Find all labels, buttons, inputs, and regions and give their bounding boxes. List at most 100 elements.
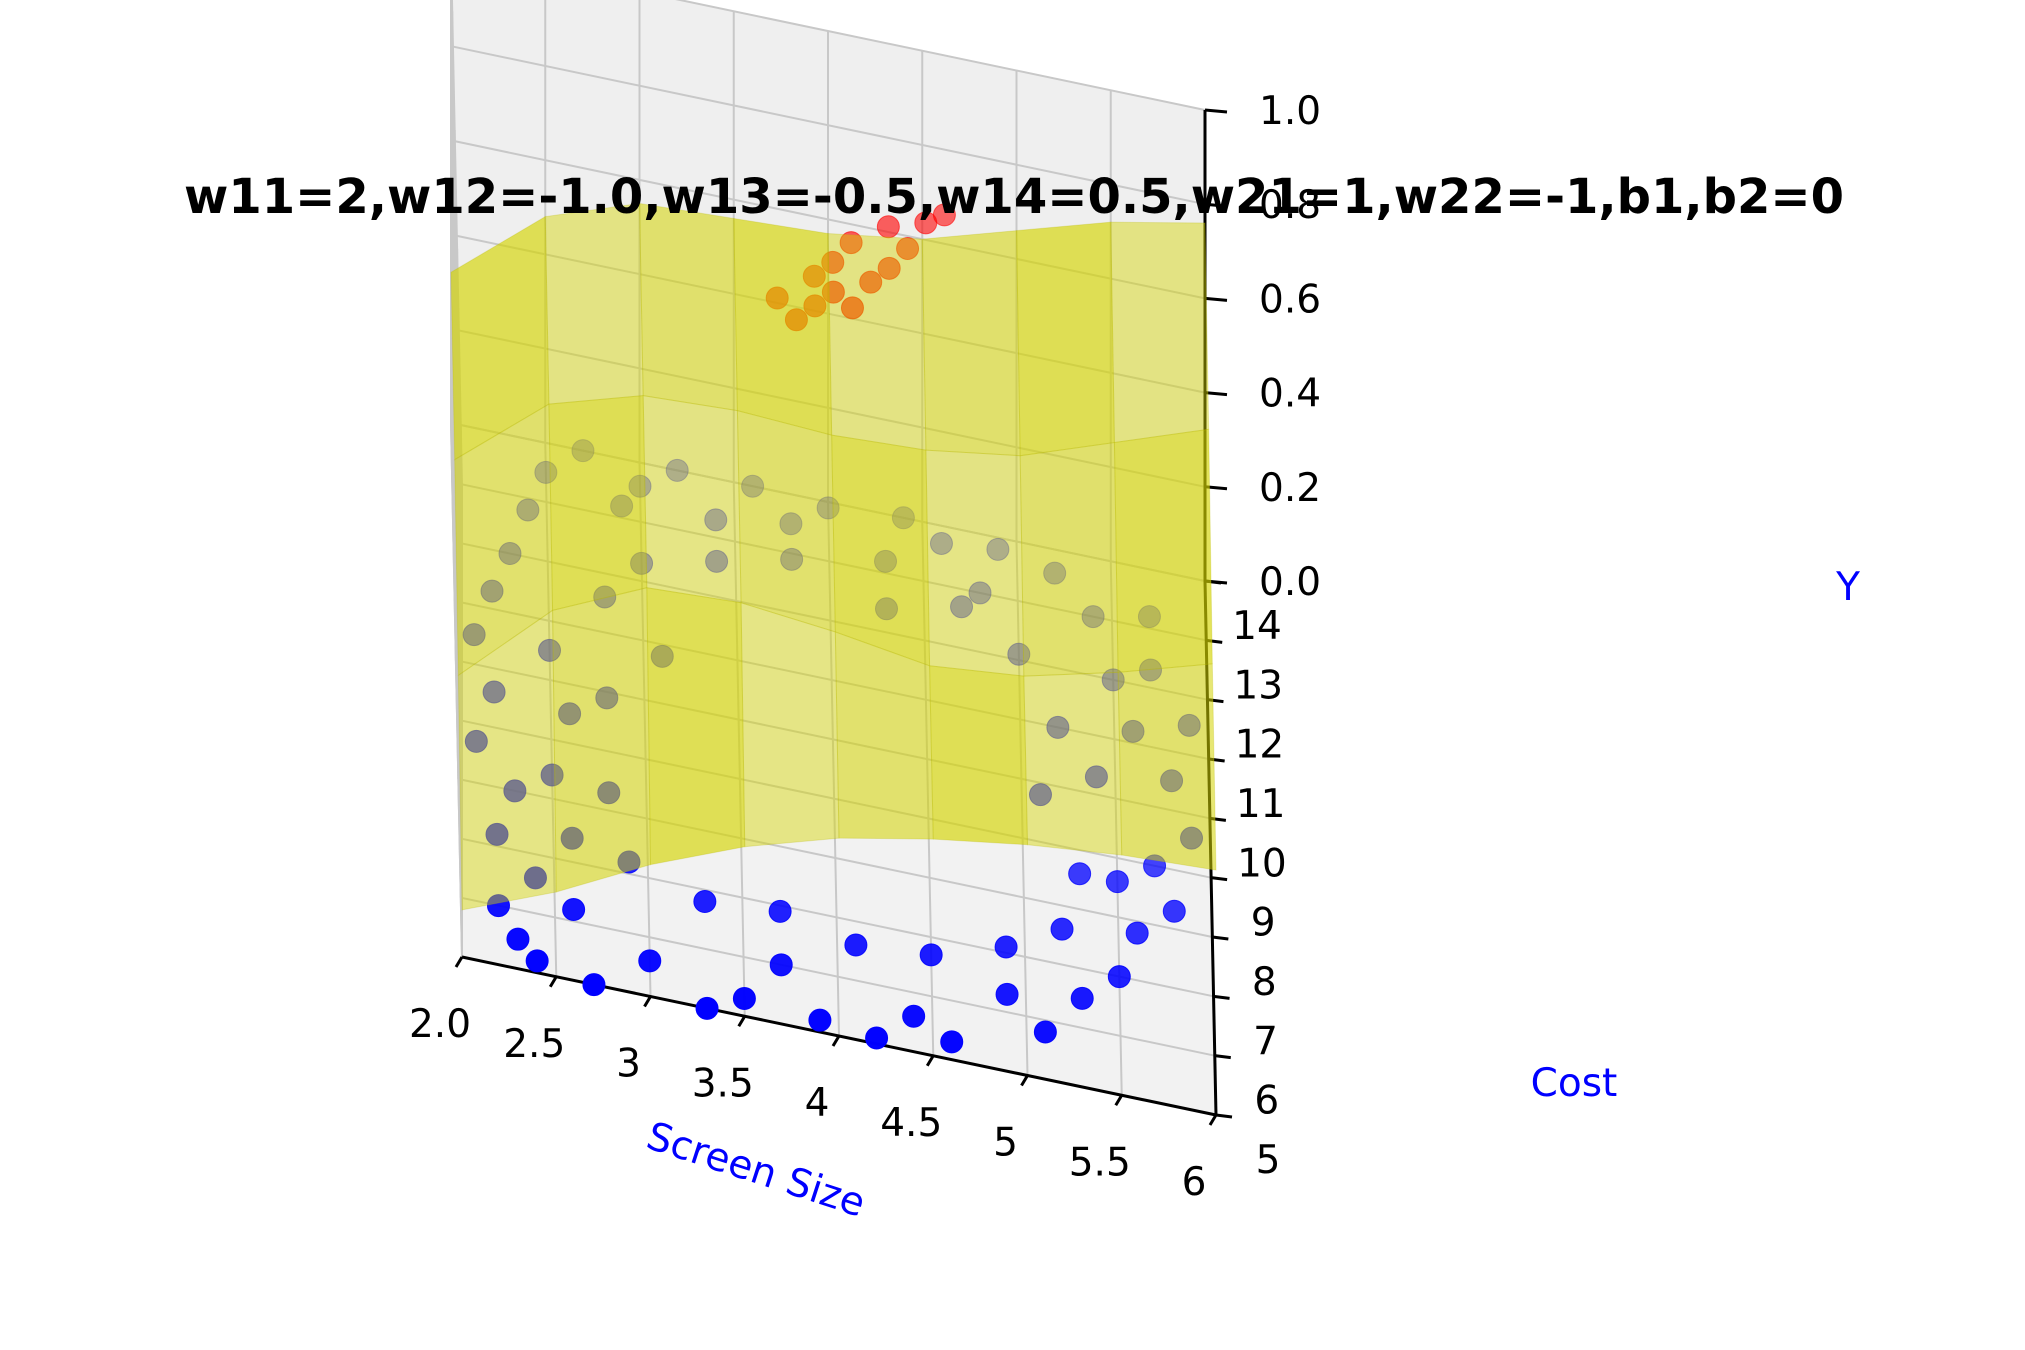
class0-point: [464, 729, 488, 753]
class0-point: [769, 953, 793, 977]
y-tick-label: 14: [1232, 604, 1282, 649]
z-gridline-left: [450, 328, 463, 863]
surface-patch: [1015, 221, 1115, 457]
x-tick-label: 3: [616, 1042, 641, 1087]
z-tick-label: 0.6: [1259, 277, 1321, 322]
class0-point: [486, 894, 510, 918]
class0-point: [1107, 965, 1131, 989]
class0-point: [1084, 765, 1108, 789]
class0-point: [704, 508, 728, 532]
surface-patch: [642, 394, 742, 604]
x-tick-label: 4: [805, 1081, 830, 1126]
x-tick-label: 3.5: [692, 1061, 754, 1106]
y-tick-mark: [1210, 876, 1228, 882]
y-tick-label: 6: [1254, 1079, 1279, 1124]
x-tick-label: 5.5: [1069, 1140, 1131, 1185]
class1-point: [840, 296, 864, 320]
tick-labels: 2.0 2.5 3 3.5 4 4.5 5 5.5 6 5 6 7 8 9 10 11 12 13 140.0 0.2…: [409, 89, 1321, 1205]
z-tick-mark: [1204, 108, 1228, 114]
surface-patch: [544, 202, 644, 405]
y-tick-label: 9: [1251, 901, 1276, 946]
class0-point: [503, 779, 527, 803]
x-tick-mark: [548, 975, 558, 988]
class0-point: [1050, 917, 1074, 941]
z-axis-label: Y: [1835, 565, 1860, 610]
class0-point: [732, 986, 756, 1010]
x-tick-mark: [643, 995, 652, 1008]
z-gridline-back: [675, 0, 1206, 111]
y-tick-mark: [1213, 994, 1230, 1000]
surface-patch: [638, 202, 738, 412]
x-axis-label: Screen Size: [641, 1114, 870, 1227]
class1-point: [839, 231, 863, 255]
x-tick-label: 5: [993, 1121, 1018, 1166]
y-tick-label: 7: [1253, 1019, 1278, 1064]
surface-patch: [736, 409, 836, 633]
class0-point: [1105, 870, 1129, 894]
class0-point: [1028, 783, 1052, 807]
surface-patch: [827, 232, 927, 451]
surface-patch: [1110, 221, 1210, 444]
y-tick-label: 8: [1252, 960, 1277, 1005]
class0-point: [929, 532, 953, 555]
chart-title: w11=2,w12=-1.0,w13=-0.5,w14=0.5,w21=1,w2…: [184, 169, 1844, 225]
z-gridline-left: [450, 422, 463, 958]
class0-point: [525, 949, 549, 973]
class0-point: [919, 943, 943, 967]
x-tick-mark: [925, 1054, 935, 1067]
class0-point: [695, 996, 719, 1020]
surface-patch: [733, 217, 833, 436]
class0-point: [1070, 986, 1094, 1010]
surface: [450, 202, 1217, 911]
x-tick-label: 2.0: [409, 1002, 471, 1047]
z-tick-label: 1.0: [1259, 89, 1321, 134]
class0-point: [693, 890, 717, 914]
x-tick-mark: [737, 1015, 747, 1028]
y-gridline-floor: [460, 896, 1215, 1057]
class1-point: [876, 215, 900, 239]
class0-point: [940, 1030, 964, 1054]
class0-point: [844, 933, 868, 957]
class0-point: [1125, 921, 1149, 945]
x-tick-label: 4.5: [880, 1101, 942, 1146]
surface-patch: [552, 587, 652, 893]
class0-point: [665, 458, 689, 482]
x-tick-mark: [1020, 1074, 1029, 1087]
class0-point: [950, 595, 974, 619]
class0-point: [562, 898, 586, 921]
class0-point: [1162, 899, 1186, 923]
x-tick-label: 6: [1182, 1160, 1207, 1205]
class0-point: [968, 581, 992, 605]
class0-point: [506, 927, 530, 951]
class0-point: [1033, 1020, 1057, 1044]
x-tick-mark: [454, 956, 464, 968]
z-gridline-back: [450, 45, 1206, 206]
surface-patch: [646, 587, 746, 866]
class0-point: [902, 1004, 926, 1028]
y-tick-label: 5: [1256, 1138, 1281, 1183]
surface-patch: [1023, 671, 1123, 856]
y-tick-label: 10: [1237, 841, 1287, 886]
y-tick-label: 11: [1236, 782, 1286, 827]
x-tick-mark: [1114, 1094, 1124, 1107]
class1-point: [914, 211, 938, 235]
y-tick-label: 13: [1233, 663, 1283, 708]
y-tick-mark: [1214, 1054, 1231, 1060]
class0-point: [986, 537, 1010, 561]
class0-point: [1046, 715, 1070, 739]
surface-patch: [834, 631, 934, 840]
y-tick-mark: [1212, 935, 1229, 941]
class1-point: [877, 256, 901, 280]
x-tick-mark: [831, 1035, 841, 1047]
z-tick-mark: [1204, 296, 1228, 302]
surface-patch: [925, 449, 1025, 677]
z-tick-mark: [1204, 202, 1228, 208]
class0-point: [582, 973, 606, 997]
z-tick-label: 0.0: [1259, 560, 1321, 605]
surface-patch: [1019, 441, 1119, 677]
z-tick-label: 0.8: [1259, 183, 1321, 228]
class0-point: [768, 899, 792, 923]
class0-point: [994, 935, 1018, 959]
class1-point: [896, 237, 920, 261]
